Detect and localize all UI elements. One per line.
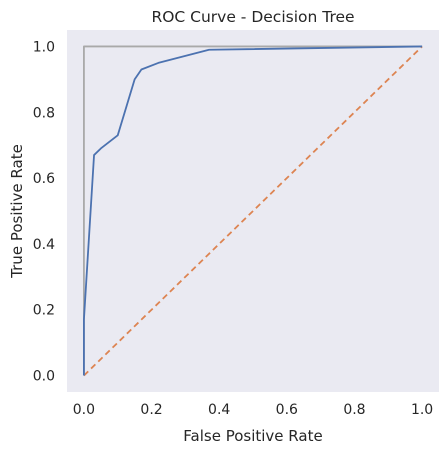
y-tick-label: 0.4 bbox=[33, 237, 55, 253]
y-axis-ticks: 0.0 0.2 0.4 0.6 0.8 1.0 bbox=[33, 39, 55, 384]
series-line-2 bbox=[83, 45, 423, 376]
x-tick-label: 0.4 bbox=[208, 402, 230, 418]
series-line-0 bbox=[83, 45, 423, 376]
series-layer bbox=[83, 45, 423, 377]
chart-title: ROC Curve - Decision Tree bbox=[151, 8, 354, 26]
y-tick-label: 0.6 bbox=[33, 171, 55, 187]
x-axis-ticks: 0.0 0.2 0.4 0.6 0.8 1.0 bbox=[73, 402, 433, 418]
y-tick-label: 1.0 bbox=[33, 39, 55, 55]
x-axis-label: False Positive Rate bbox=[183, 427, 322, 445]
x-tick-label: 0.0 bbox=[73, 402, 95, 418]
y-tick-label: 0.0 bbox=[33, 369, 55, 385]
y-tick-label: 0.8 bbox=[33, 105, 55, 121]
y-tick-label: 0.2 bbox=[33, 303, 55, 319]
x-tick-label: 1.0 bbox=[411, 402, 433, 418]
x-tick-label: 0.6 bbox=[276, 402, 298, 418]
x-tick-label: 0.2 bbox=[140, 402, 162, 418]
y-axis-label: True Positive Rate bbox=[8, 144, 26, 279]
x-tick-label: 0.8 bbox=[343, 402, 365, 418]
series-line-1 bbox=[83, 45, 423, 377]
